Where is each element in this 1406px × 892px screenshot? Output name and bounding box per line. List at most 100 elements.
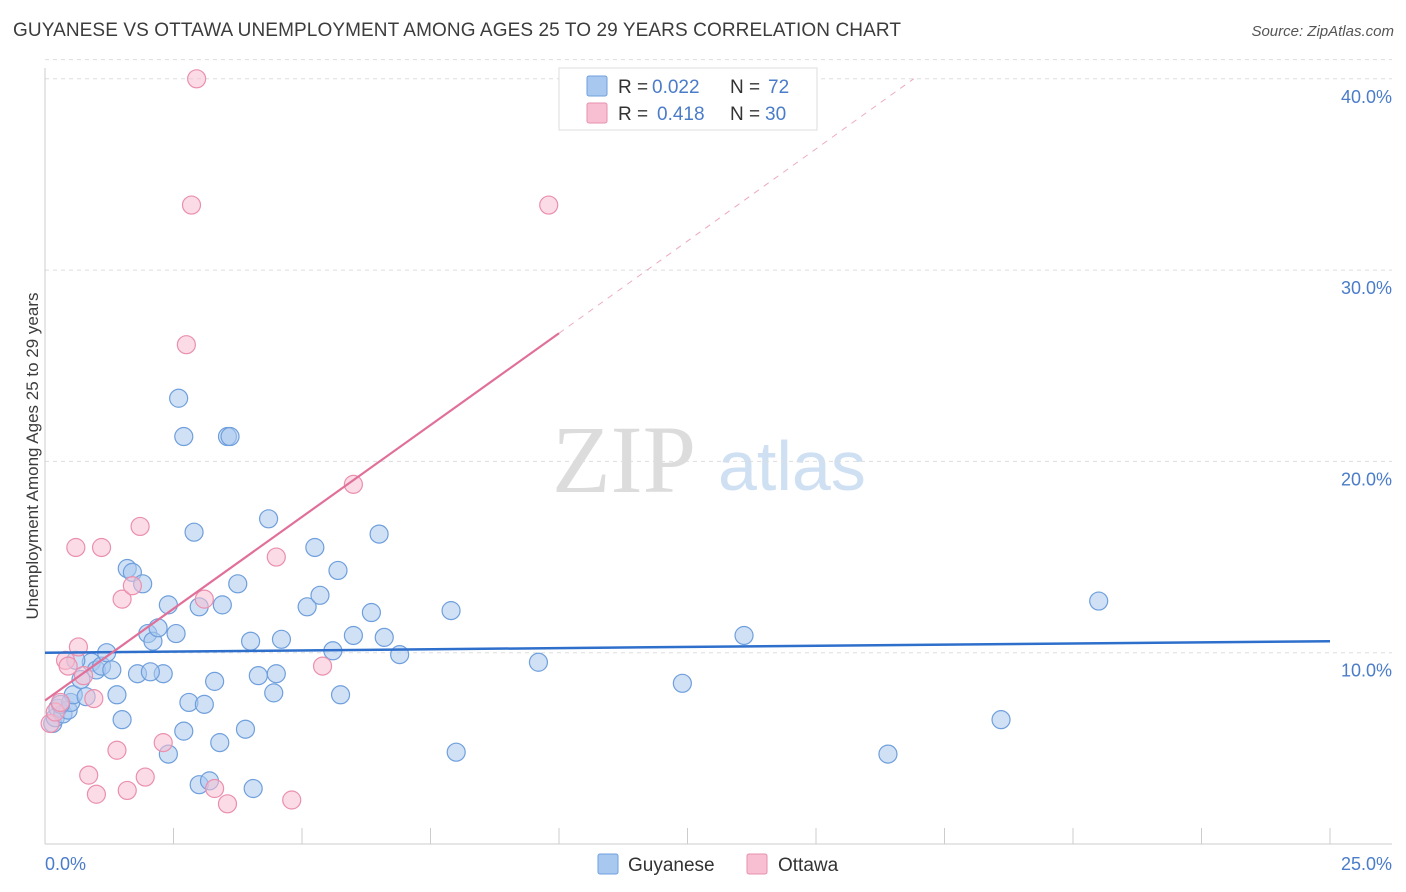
point-guyanese-47 <box>271 629 292 649</box>
point-ottawa-14 <box>117 780 137 801</box>
point-guyanese-43 <box>248 666 268 686</box>
point-guyanese-66 <box>1089 591 1109 611</box>
point-guyanese-35 <box>210 733 230 753</box>
point-guyanese-60 <box>446 742 466 762</box>
point-guyanese-27 <box>174 721 194 741</box>
point-ottawa-2 <box>50 692 71 713</box>
point-guyanese-29 <box>184 522 204 542</box>
point-guyanese-32 <box>194 694 214 714</box>
point-ottawa-23 <box>205 778 225 799</box>
point-guyanese-26 <box>174 426 194 447</box>
point-ottawa-8 <box>79 765 99 785</box>
point-guyanese-44 <box>258 509 279 529</box>
stats-r-value-ottawa: 0.418 <box>657 104 705 125</box>
point-guyanese-62 <box>672 673 692 693</box>
y-axis-tick-labels: 10.0% 20.0% 30.0% 40.0% <box>1341 87 1392 681</box>
stats-n-label-ottawa: N = <box>730 104 760 125</box>
point-guyanese-45 <box>264 683 284 703</box>
point-guyanese-25 <box>169 388 189 408</box>
y-tick-label-30: 30.0% <box>1341 278 1392 298</box>
point-ottawa-19 <box>176 335 196 355</box>
x-tick-label-max: 25.0% <box>1341 854 1392 874</box>
point-guyanese-34 <box>205 671 225 691</box>
point-guyanese-63 <box>734 625 754 646</box>
stats-n-value-ottawa: 30 <box>765 104 786 125</box>
point-ottawa-9 <box>84 689 104 709</box>
stats-n-label-guyanese: N = <box>730 77 760 98</box>
point-ottawa-21 <box>187 69 207 89</box>
point-ottawa-7 <box>73 666 94 686</box>
point-guyanese-41 <box>241 631 261 651</box>
point-ottawa-5 <box>66 537 86 558</box>
point-guyanese-48 <box>297 597 317 617</box>
point-ottawa-4 <box>58 656 78 676</box>
point-guyanese-61 <box>528 652 549 672</box>
legend-label-ottawa: Ottawa <box>778 855 839 876</box>
trendlines <box>44 78 1331 702</box>
point-ottawa-16 <box>130 516 150 537</box>
point-guyanese-57 <box>374 627 394 647</box>
point-ottawa-18 <box>153 733 173 753</box>
stats-n-value-guyanese: 72 <box>768 77 789 98</box>
point-guyanese-56 <box>369 524 389 544</box>
watermark-atlas: atlas <box>718 427 866 505</box>
trendline-guyanese <box>44 639 1331 654</box>
point-ottawa-11 <box>91 537 112 558</box>
trendline-ottawa <box>44 332 560 702</box>
y-tick-label-40: 40.0% <box>1341 87 1392 107</box>
point-guyanese-54 <box>343 625 363 646</box>
legend-swatch-guyanese <box>597 853 619 875</box>
point-guyanese-36 <box>212 595 232 615</box>
watermark-zip: ZIP <box>552 406 696 513</box>
chart-title: GUYANESE VS OTTAWA UNEMPLOYMENT AMONG AG… <box>13 20 902 41</box>
point-ottawa-27 <box>312 656 333 676</box>
axes <box>44 68 1392 845</box>
stats-legend: R = 0.022 N = 72 R = 0.418 N = 30 <box>558 67 818 131</box>
source-credit: Source: ZipAtlas.com <box>1251 23 1394 40</box>
point-ottawa-15 <box>122 576 142 596</box>
point-guyanese-39 <box>228 574 248 594</box>
trendline-ottawa-extension <box>558 78 914 334</box>
point-guyanese-53 <box>330 685 351 705</box>
point-guyanese-42 <box>243 778 263 799</box>
stats-r-label-guyanese: R = <box>618 77 648 98</box>
legend-label-guyanese: Guyanese <box>628 855 715 876</box>
point-ottawa-28 <box>343 474 363 494</box>
point-guyanese-40 <box>235 719 256 739</box>
point-ottawa-24 <box>217 794 238 814</box>
point-guyanese-13 <box>112 710 132 730</box>
y-axis-title: Unemployment Among Ages 25 to 29 years <box>23 293 42 620</box>
point-guyanese-23 <box>166 623 186 644</box>
stats-legend-swatch-guyanese <box>586 75 608 97</box>
x-tick-label-min: 0.0% <box>45 854 86 874</box>
point-guyanese-12 <box>107 685 127 705</box>
x-axis-ticks <box>173 828 1331 844</box>
point-guyanese-59 <box>441 601 461 621</box>
point-ottawa-17 <box>135 767 155 787</box>
point-ottawa-26 <box>282 790 302 810</box>
legend-swatch-ottawa <box>746 853 768 875</box>
point-guyanese-20 <box>148 618 168 638</box>
point-ottawa-20 <box>181 195 202 215</box>
point-guyanese-50 <box>310 585 330 605</box>
point-guyanese-11 <box>102 660 122 680</box>
stats-r-value-guyanese: 0.022 <box>652 77 700 98</box>
point-ottawa-22 <box>194 589 214 609</box>
point-ottawa-12 <box>107 740 127 760</box>
stats-legend-swatch-ottawa <box>586 102 608 124</box>
gridlines <box>45 59 1392 654</box>
point-guyanese-65 <box>991 710 1011 730</box>
point-ottawa-29 <box>539 195 559 215</box>
point-guyanese-49 <box>305 537 325 558</box>
point-ottawa-10 <box>86 784 107 804</box>
point-guyanese-55 <box>361 602 381 623</box>
point-guyanese-71 <box>140 662 160 682</box>
point-guyanese-64 <box>878 744 898 764</box>
point-guyanese-38 <box>220 426 240 447</box>
series-legend: Guyanese Ottawa <box>597 853 839 876</box>
point-ottawa-13 <box>112 589 132 609</box>
stats-r-label-ottawa: R = <box>618 104 648 125</box>
y-tick-label-10: 10.0% <box>1341 661 1392 681</box>
point-guyanese-46 <box>266 664 286 684</box>
